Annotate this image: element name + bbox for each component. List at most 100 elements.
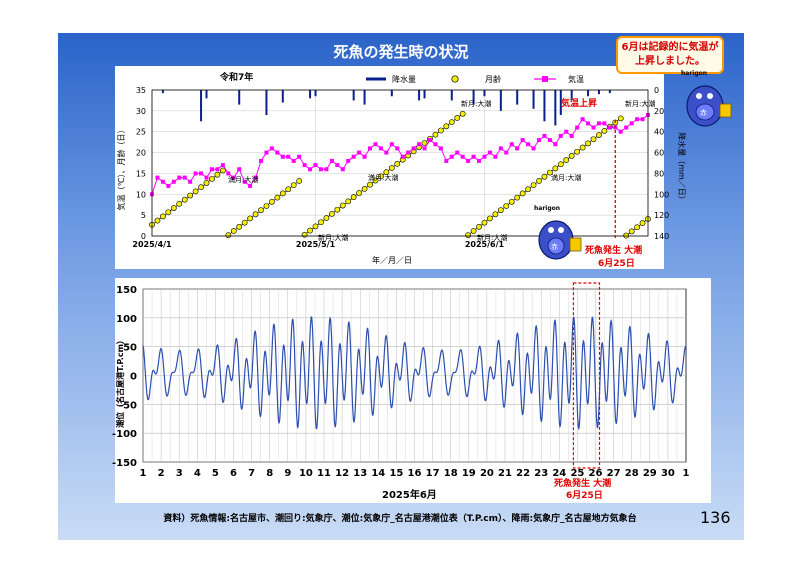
- temperature-point: [237, 167, 242, 172]
- moon-age-point: [579, 144, 586, 151]
- moon-age-point: [530, 182, 537, 189]
- moon-age-point: [372, 177, 379, 184]
- tide-y-tick-label: -50: [119, 400, 137, 411]
- temperature-point: [498, 146, 503, 151]
- tide-x-tick-label: 10: [299, 468, 313, 479]
- moon-age-point: [448, 119, 455, 126]
- full-moon-label-2: 満月:大潮: [368, 173, 398, 182]
- temperature-point: [531, 146, 536, 151]
- era-label: 令和7年: [219, 71, 253, 83]
- rain-bar: [309, 90, 312, 99]
- moon-age-point: [454, 115, 461, 121]
- temperature-point: [586, 121, 591, 126]
- right-tick-label: 80: [654, 169, 664, 178]
- moon-age-point: [557, 161, 564, 168]
- full-moon-label-1: 満月:大潮: [228, 175, 258, 184]
- moon-age-point: [274, 194, 281, 201]
- moon-age-point: [378, 173, 384, 180]
- moon-age-point: [361, 185, 368, 192]
- rain-bar: [483, 90, 486, 97]
- rain-bar: [608, 90, 611, 94]
- temperature-point: [188, 179, 193, 184]
- callout-line-2: 上昇しました。: [635, 56, 705, 67]
- moon-age-point: [165, 209, 172, 216]
- temperature-point: [204, 175, 209, 180]
- moon-age-point: [323, 215, 330, 221]
- temperature-point: [575, 125, 580, 130]
- rain-bar: [532, 90, 535, 109]
- moon-age-point: [214, 171, 221, 178]
- temperature-point: [193, 171, 198, 176]
- temperature-point: [308, 167, 313, 172]
- moon-age-point: [170, 205, 177, 211]
- moon-age-point: [383, 169, 390, 176]
- temperature-point: [160, 179, 165, 184]
- event-label-top-2: 6月25日: [598, 258, 635, 269]
- tide-x-tick-label: 27: [607, 468, 621, 479]
- moon-age-point: [476, 223, 482, 230]
- tide-x-tick-label: 23: [534, 468, 548, 479]
- temperature-point: [449, 154, 454, 159]
- mascot-eye-right: [707, 93, 713, 99]
- moon-age-point: [192, 188, 199, 195]
- temperature-point: [564, 129, 569, 134]
- moon-age-point: [459, 110, 466, 117]
- rain-bar: [472, 90, 475, 105]
- moon-age-point: [508, 198, 515, 205]
- moon-age-point: [519, 190, 526, 197]
- temperature-point: [346, 158, 351, 163]
- moon-age-point: [623, 232, 630, 239]
- tide-x-tick-label: 9: [284, 468, 291, 479]
- mascot-belly: [695, 103, 715, 121]
- moon-age-point: [617, 115, 624, 122]
- temperature-point: [607, 125, 612, 130]
- temperature-point: [460, 154, 465, 159]
- temperature-point: [199, 171, 204, 176]
- rain-bar: [265, 90, 268, 116]
- moon-age-point: [181, 196, 188, 203]
- slide-title: 死魚の発生時の状況: [333, 43, 469, 61]
- rain-bar: [200, 90, 203, 122]
- moon-age-point: [339, 202, 346, 209]
- temperature-point: [558, 133, 563, 138]
- rain-bar: [597, 90, 600, 95]
- plot-frame: [151, 89, 649, 237]
- tide-x-tick-label: 24: [552, 468, 566, 479]
- right-tick-label: 140: [654, 232, 669, 241]
- temperature-point: [455, 150, 460, 155]
- tide-x-tick-label: 20: [480, 468, 494, 479]
- new-moon-label-4: 新月:大潮: [625, 99, 655, 108]
- moon-age-point: [367, 181, 373, 188]
- tide-x-tick-label: 16: [408, 468, 422, 479]
- tide-x-tick-label: 29: [643, 468, 657, 479]
- mascot-badge: 赤: [700, 109, 707, 117]
- moon-age-point: [279, 190, 286, 197]
- temperature-point: [515, 146, 520, 151]
- legend-rain-label: 降水量: [392, 74, 416, 84]
- moon-age-point: [312, 223, 319, 230]
- moon-age-point: [628, 228, 635, 235]
- tide-y-tick-label: 0: [130, 372, 137, 383]
- temperature-point: [248, 183, 253, 188]
- moon-age-point: [492, 211, 499, 218]
- mascot-sign-2: [569, 237, 582, 252]
- rain-bar: [423, 90, 426, 99]
- temp-rise-label: 気温上昇: [561, 97, 597, 109]
- temperature-point: [264, 150, 269, 155]
- moon-age-point: [394, 160, 401, 167]
- temperature-point: [291, 158, 296, 163]
- right-tick-label: 120: [654, 211, 669, 220]
- moon-age-point: [552, 165, 559, 172]
- right-tick-label: 100: [654, 190, 669, 199]
- tide-x-tick-label: 22: [516, 468, 530, 479]
- tide-x-axis-title: 2025年6月: [382, 488, 437, 501]
- moon-age-point: [503, 203, 510, 209]
- temperature-point: [526, 142, 531, 147]
- temperature-point: [362, 154, 367, 159]
- temperature-point: [471, 154, 476, 159]
- temperature-point: [427, 138, 432, 143]
- tide-x-tick-label: 8: [266, 468, 273, 479]
- temperature-point: [242, 179, 247, 184]
- rain-bar: [570, 90, 573, 101]
